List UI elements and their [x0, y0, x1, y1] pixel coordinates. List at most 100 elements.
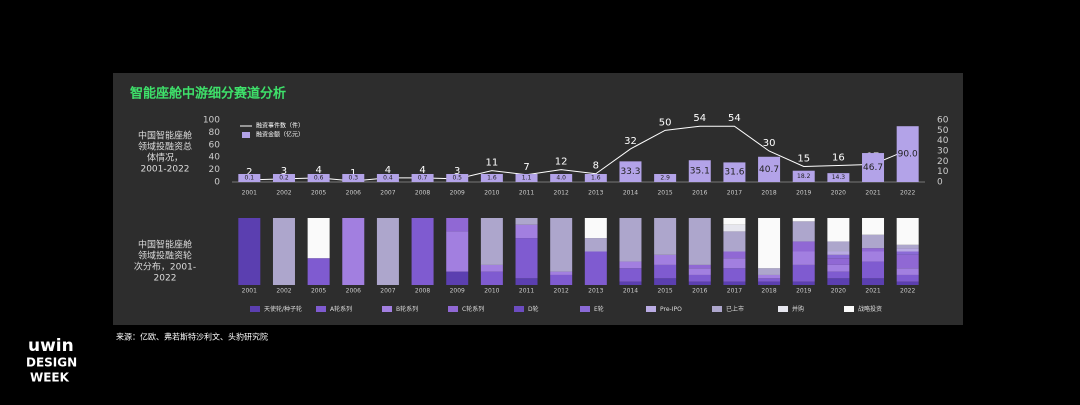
y2-tick-label: 30: [937, 147, 949, 157]
data-label: 46.7: [863, 163, 883, 173]
bar-segment: [827, 278, 850, 285]
bar: [654, 174, 677, 182]
bar-segment: [723, 281, 746, 285]
data-label: 35.1: [690, 167, 710, 177]
bar-segment: [723, 251, 746, 259]
bar: [376, 174, 399, 182]
y-tick-label: 0: [214, 178, 220, 188]
data-label: 12: [555, 157, 568, 168]
x-tick-label: 2017: [727, 190, 742, 197]
legend-swatch: [514, 306, 524, 312]
bar-segment: [515, 278, 538, 285]
legend-swatch: [448, 306, 458, 312]
data-label: 2.9: [660, 175, 670, 182]
bar-segment: [862, 234, 885, 249]
data-label: 30: [763, 138, 776, 149]
bar-segment: [515, 238, 538, 279]
logo: WEEK: [30, 371, 70, 385]
x-tick-label: 2010: [484, 288, 499, 295]
legend-swatch: [316, 306, 326, 312]
bar: [515, 174, 538, 182]
bar-segment: [619, 218, 642, 262]
legend-label: 已上市: [726, 305, 744, 313]
x-tick-label: 2011: [519, 190, 534, 197]
data-label: 16: [832, 152, 845, 163]
legend-swatch: [844, 306, 854, 312]
bar-segment: [688, 281, 711, 285]
data-label: 2: [246, 167, 252, 178]
bar-segment: [827, 251, 850, 255]
data-label: 3: [454, 166, 460, 177]
legend-label: 战略投资: [858, 305, 882, 313]
x-tick-label: 2011: [519, 288, 534, 295]
x-tick-label: 2009: [450, 288, 465, 295]
data-label: 0.5: [452, 175, 462, 182]
bar-segment: [480, 218, 503, 265]
legend-label: B轮系列: [396, 305, 418, 313]
x-tick-label: 2020: [831, 288, 846, 295]
logo: DESIGN: [26, 356, 77, 370]
data-label: 31.6: [724, 168, 744, 178]
bar-segment: [446, 218, 469, 232]
bar: [446, 174, 469, 182]
x-tick-label: 2005: [311, 288, 326, 295]
bar: [238, 174, 261, 182]
bar-segment: [792, 241, 815, 252]
bar-segment: [758, 281, 781, 285]
x-tick-label: 2016: [692, 190, 707, 197]
x-tick-label: 2010: [484, 190, 499, 197]
x-tick-label: 2007: [380, 190, 395, 197]
x-tick-label: 2014: [623, 190, 638, 197]
bar-segment: [792, 221, 815, 242]
bar-segment: [584, 251, 607, 285]
bar-segment: [827, 271, 850, 279]
x-tick-label: 2009: [450, 190, 465, 197]
bar-segment: [827, 264, 850, 272]
y-tick-label: 60: [209, 140, 221, 150]
x-tick-label: 2019: [796, 190, 811, 197]
x-tick-label: 2020: [831, 190, 846, 197]
y-tick-label: 20: [209, 165, 221, 175]
legend-swatch: [382, 306, 392, 312]
legend-swatch: [712, 306, 722, 312]
y2-tick-label: 20: [937, 157, 949, 167]
y2-tick-label: 10: [937, 167, 949, 177]
data-label: 32: [624, 136, 637, 147]
legend-swatch: [250, 306, 260, 312]
bar-segment: [723, 258, 746, 269]
x-tick-label: 2014: [623, 288, 638, 295]
bar-segment: [792, 264, 815, 282]
bar-segment: [758, 278, 781, 282]
x-tick-label: 2016: [692, 288, 707, 295]
bar-segment: [584, 218, 607, 239]
x-tick-label: 2002: [276, 288, 291, 295]
bar-segment: [515, 218, 538, 225]
x-tick-label: 2006: [346, 288, 361, 295]
data-label: 4: [385, 165, 391, 176]
bar: [896, 126, 919, 182]
x-tick-label: 2007: [380, 288, 395, 295]
x-tick-label: 2019: [796, 288, 811, 295]
bar-segment: [862, 261, 885, 279]
data-label: 3: [281, 166, 287, 177]
bar-segment: [238, 218, 261, 285]
chart-label: 中国智能座舱: [138, 239, 192, 251]
data-label: 0.1: [245, 175, 255, 182]
bar-segment: [896, 281, 919, 285]
x-tick-label: 2022: [900, 288, 915, 295]
bar-segment: [688, 218, 711, 265]
legend-swatch: [580, 306, 590, 312]
chart-label: 次分布，2001-: [134, 261, 196, 273]
bar-segment: [654, 254, 677, 265]
x-tick-label: 2015: [657, 288, 672, 295]
bar: [342, 174, 365, 182]
data-label: 8: [593, 161, 599, 172]
bar-segment: [723, 268, 746, 282]
panel-title: 智能座舱中游细分赛道分析: [130, 86, 286, 102]
bar-segment: [446, 271, 469, 285]
bar-segment: [446, 231, 469, 272]
bar-segment: [758, 274, 781, 279]
bar-segment: [688, 274, 711, 282]
data-label: 18.2: [797, 173, 811, 180]
